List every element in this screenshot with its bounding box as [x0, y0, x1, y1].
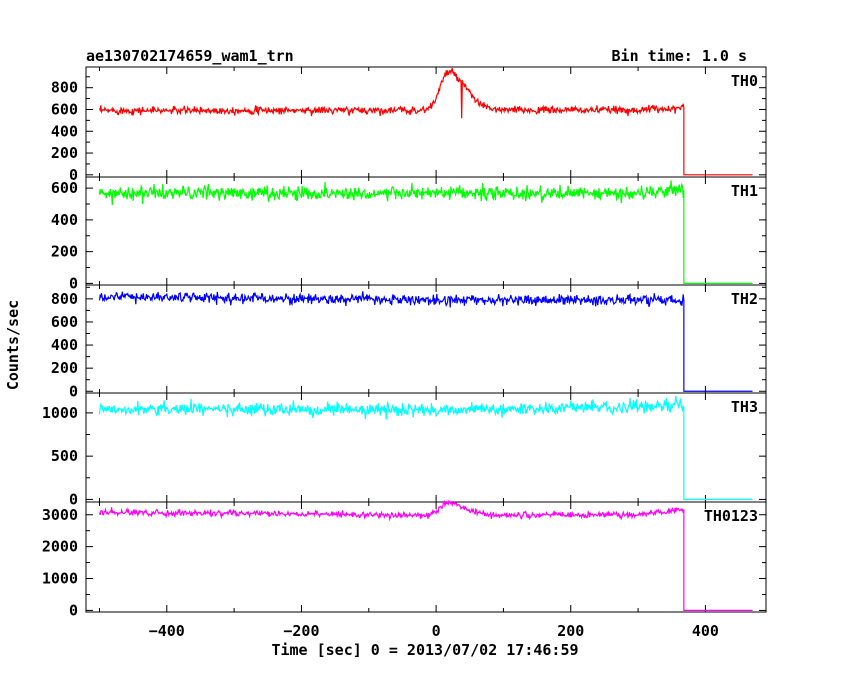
x-tick-label: 400 [692, 622, 719, 640]
series-line-th2 [98, 291, 753, 392]
x-tick-label: −200 [283, 622, 319, 640]
x-tick-label: 200 [557, 622, 584, 640]
y-tick-label-th2: 600 [51, 313, 78, 331]
panels-group: 0 200 400 600 800 TH0 0 200 400 600 TH1 0 200 400 600 8… [42, 66, 767, 640]
y-tick-label-th1: 200 [51, 243, 78, 261]
y-tick-label-th3: 500 [51, 447, 78, 465]
x-tick-label: 0 [432, 622, 441, 640]
series-line-th1 [98, 180, 753, 285]
y-tick-label-th0123: 1000 [42, 570, 78, 588]
series-line-th0 [98, 67, 753, 176]
y-tick-label-th0: 200 [51, 144, 78, 162]
y-tick-label-th1: 400 [51, 211, 78, 229]
y-tick-label-th2: 800 [51, 290, 78, 308]
panel-label-th0: TH0 [731, 72, 758, 90]
y-tick-label-th0: 800 [51, 79, 78, 97]
series-line-th3 [98, 395, 753, 500]
series-line-th0123 [98, 499, 753, 612]
panel-frame-th0 [85, 66, 767, 178]
y-tick-label-th1: 600 [51, 179, 78, 197]
y-tick-label-th3: 0 [69, 490, 78, 508]
y-tick-label-th0: 0 [69, 166, 78, 184]
panel-label-th1: TH1 [731, 182, 758, 200]
x-axis-label: Time [sec] 0 = 2013/07/02 17:46:59 [271, 641, 578, 659]
y-tick-label-th0: 400 [51, 122, 78, 140]
y-tick-label-th0123: 0 [69, 601, 78, 619]
y-tick-label-th2: 0 [69, 382, 78, 400]
y-tick-label-th2: 200 [51, 359, 78, 377]
y-tick-label-th0: 600 [51, 100, 78, 118]
bin-time-label: Bin time: 1.0 s [612, 47, 747, 65]
y-axis-label: Counts/sec [4, 300, 22, 390]
panel-label-th0123: TH0123 [704, 507, 758, 525]
y-tick-label-th0123: 2000 [42, 538, 78, 556]
panel-frame-th0123 [85, 501, 767, 613]
panel-label-th2: TH2 [731, 290, 758, 308]
y-tick-label-th1: 0 [69, 274, 78, 292]
chart-title: ae130702174659_wam1_trn [86, 47, 294, 65]
y-tick-label-th0123: 3000 [42, 506, 78, 524]
y-tick-label-th3: 1000 [42, 404, 78, 422]
panel-label-th3: TH3 [731, 398, 758, 416]
y-tick-label-th2: 400 [51, 336, 78, 354]
x-tick-label: −400 [149, 622, 185, 640]
